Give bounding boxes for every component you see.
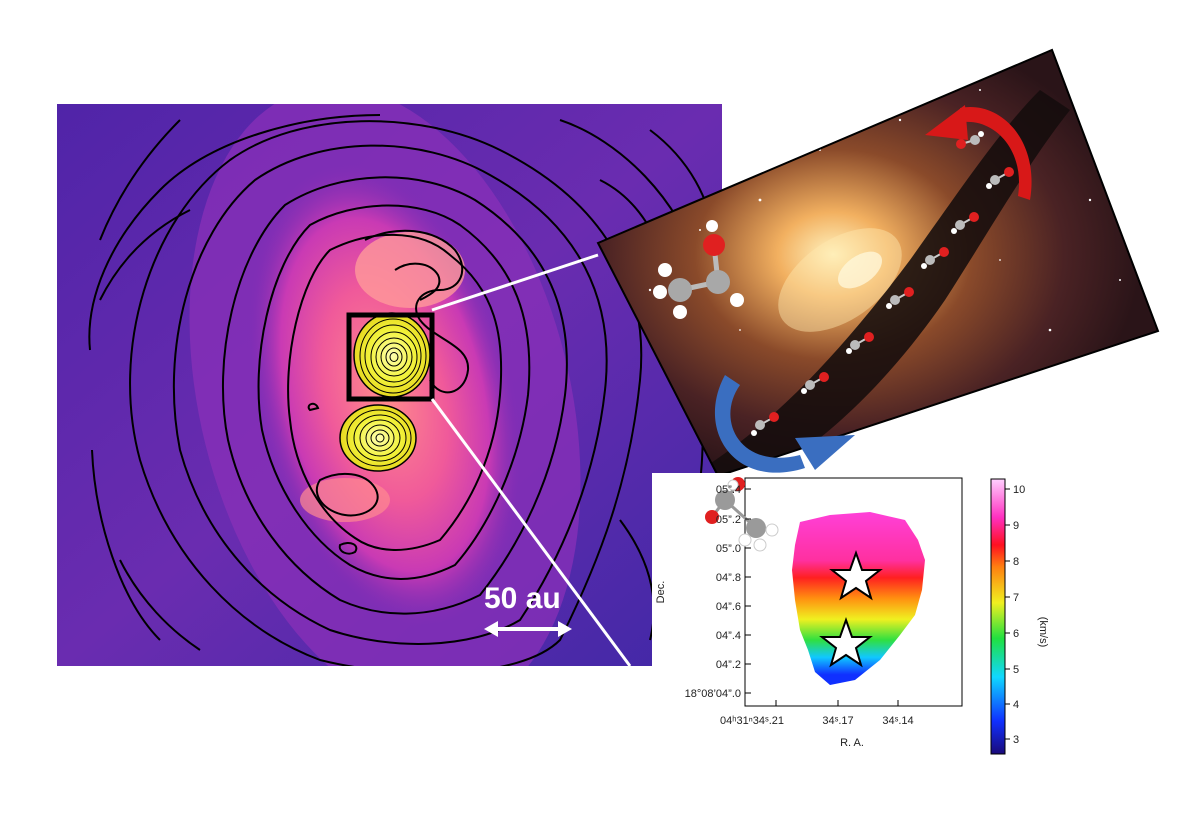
x-tick-label: 34ˢ.14 (882, 715, 913, 727)
velocity-map-panel: 05”.4 05”.2 05”.0 04”.8 04”.6 04”.4 04”.… (652, 473, 1049, 773)
y-tick-label: 04”.6 (716, 601, 741, 613)
y-axis-label: Dec. (655, 581, 667, 604)
small-molecule (705, 477, 779, 552)
colorbar-tick-label: 5 (1013, 664, 1019, 676)
large-molecule (653, 220, 744, 319)
connector-line-lower (430, 398, 632, 667)
scale-bar-label: 50 au (484, 582, 561, 615)
connector-line-upper (431, 253, 599, 312)
x-axis-label: R. A. (840, 737, 864, 749)
y-axis-ticks: 05”.4 05”.2 05”.0 04”.8 04”.6 04”.4 04”.… (685, 484, 751, 700)
rotation-arrow-blue (714, 375, 855, 473)
colorbar-tick-label: 3 (1013, 734, 1019, 746)
colorbar-tick-label: 9 (1013, 520, 1019, 532)
rotation-arrow-red (925, 105, 1032, 200)
x-tick-label: 34ˢ.17 (822, 715, 853, 727)
emission-map: 50 au (57, 104, 722, 666)
protostar-marker-south (819, 616, 873, 668)
y-tick-label: 05”.4 (716, 484, 741, 496)
artist-disk-illustration (596, 48, 1160, 478)
molecule-chain (751, 131, 1014, 436)
y-tick-label: 04”.8 (716, 572, 741, 584)
zoom-inset-box (346, 312, 435, 402)
y-tick-label: 05”.0 (716, 543, 741, 555)
colorbar-label: (km/s) (1037, 617, 1049, 648)
x-tick-label: 04ʰ31ⁿ34ˢ.21 (720, 715, 784, 727)
colorbar-tick-label: 4 (1013, 699, 1019, 711)
northern-core (353, 312, 431, 398)
y-tick-label: 04”.2 (716, 659, 741, 671)
y-tick-label: 05”.2 (716, 514, 741, 526)
y-tick-label: 18°08’04”.0 (685, 688, 741, 700)
colorbar-tick-label: 10 (1013, 484, 1025, 496)
y-tick-label: 04”.4 (716, 630, 741, 642)
protostar-marker-north (829, 549, 883, 601)
scale-bar: 50 au (484, 582, 572, 637)
velocity-field (792, 512, 925, 685)
colorbar-tick-label: 7 (1013, 592, 1019, 604)
colorbar-tick-label: 6 (1013, 628, 1019, 640)
colorbar-tick-label: 8 (1013, 556, 1019, 568)
colorbar: 10 9 8 7 6 5 4 3 (km/s) (990, 478, 1049, 755)
dark-disk-lane (700, 90, 1070, 476)
x-axis-ticks: 04ʰ31ⁿ34ˢ.21 34ˢ.17 34ˢ.14 (720, 700, 914, 727)
southern-core (339, 404, 417, 472)
